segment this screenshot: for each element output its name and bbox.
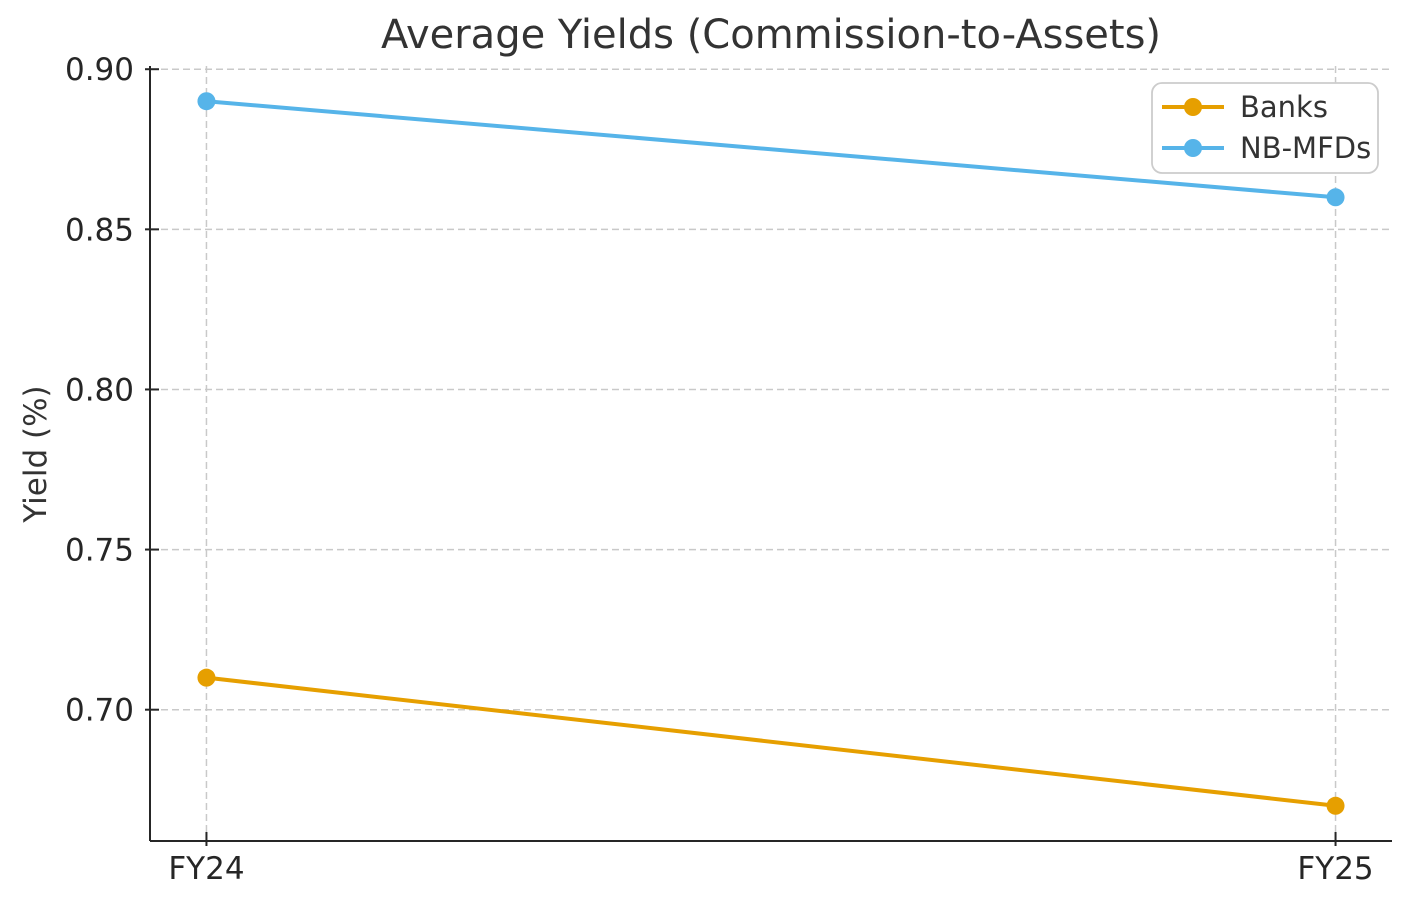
data-point-marker-banks bbox=[197, 668, 216, 687]
series-group bbox=[197, 92, 1345, 815]
legend-marker bbox=[1184, 139, 1202, 157]
series-line-nb-mfds bbox=[204, 99, 1338, 200]
data-point-marker-nb-mfds bbox=[1326, 188, 1345, 207]
legend-label: Banks bbox=[1240, 90, 1328, 124]
legend-group: Banks NB-MFDs bbox=[1151, 82, 1379, 174]
y-tick-label: 0.85 bbox=[65, 212, 134, 248]
y-tick-label: 0.75 bbox=[65, 533, 134, 569]
x-tick-label: FY25 bbox=[1297, 851, 1373, 887]
axes-group: 0.70 0.75 0.80 0.85 0.90 FY24 FY25 bbox=[65, 52, 1392, 887]
legend-label: NB-MFDs bbox=[1240, 131, 1371, 165]
y-tick-label: 0.70 bbox=[65, 693, 134, 729]
series-line-banks bbox=[204, 675, 1338, 808]
legend-marker bbox=[1184, 98, 1202, 116]
data-point-marker-nb-mfds bbox=[197, 92, 216, 111]
y-tick-label: 0.80 bbox=[65, 372, 134, 408]
x-tick-label: FY24 bbox=[168, 851, 244, 887]
gridlines-group bbox=[150, 66, 1392, 841]
chart-title: Average Yields (Commission-to-Assets) bbox=[381, 12, 1161, 58]
data-point-marker-banks bbox=[1326, 796, 1345, 815]
y-axis-label: Yield (%) bbox=[18, 385, 54, 523]
y-tick-label: 0.90 bbox=[65, 52, 134, 88]
